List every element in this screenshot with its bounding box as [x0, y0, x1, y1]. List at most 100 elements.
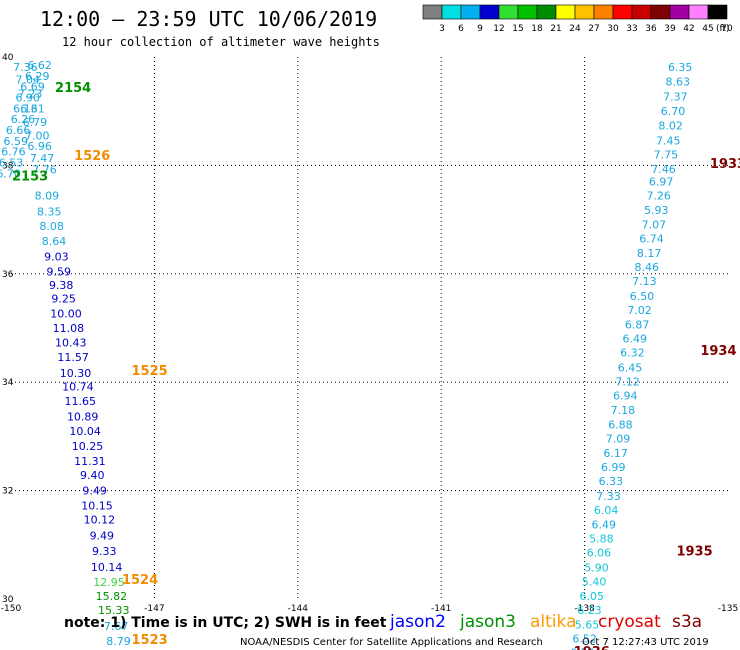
track-east-s3a: 6.35 8.637.37 6.70 8.027.457.75 7.466.97 7.26…: [570, 61, 693, 650]
wave-height-value: 6.61: [20, 102, 45, 115]
wave-height-value: 6.79: [23, 116, 48, 129]
wave-height-value: 7.07: [642, 218, 667, 231]
wave-height-value: 6.49: [591, 519, 616, 532]
legend-label: 30: [607, 24, 619, 34]
wave-height-value: 11.57: [57, 351, 89, 364]
wave-height-tracks: 6.626.296.696.906.136.266.666.596.766.53…: [0, 59, 692, 650]
wave-height-value: 6.99: [601, 461, 626, 474]
wave-height-value: 5.93: [644, 204, 669, 217]
wave-height-value: 6.66: [6, 124, 31, 137]
lat-tick-label: 40: [2, 53, 14, 63]
wave-height-value: 10.14: [91, 561, 123, 574]
wave-height-value: 9.33: [92, 545, 117, 558]
pass-time-label: 1525: [132, 364, 168, 379]
wave-height-value: 10.30: [60, 367, 92, 380]
wave-height-value: 6.76: [1, 146, 26, 159]
wave-height-value: 6.33: [599, 475, 624, 488]
color-legend: 3 6 9 12 15 18 21 24 27 30 33 36 39 42 45 70(ft): [422, 4, 733, 34]
wave-height-value: 6.26: [11, 113, 36, 126]
wave-height-value: 8.46: [634, 261, 659, 274]
wave-height-value: 6.96: [27, 140, 52, 153]
wave-height-value: 9.38: [49, 279, 74, 292]
wave-height-value: 7.47: [30, 152, 55, 165]
wave-height-value: 6.52: [572, 632, 597, 645]
wave-height-value: 8.08: [39, 220, 64, 233]
satellite-name-altika: altika: [530, 612, 577, 632]
page-title: 12:00 – 23:59 UTC 10/06/2019: [40, 7, 377, 31]
legend-swatch: [517, 4, 538, 20]
legend-label: 42: [683, 24, 694, 34]
lat-tick-label: 36: [2, 270, 14, 280]
wave-height-value: 7.09: [606, 432, 631, 445]
satellite-name-jason3: jason3: [459, 612, 516, 632]
wave-height-value: 10.74: [62, 380, 94, 393]
wave-height-value: 10.15: [81, 500, 113, 513]
legend-swatch: [441, 4, 462, 20]
wave-height-value: 8.17: [637, 247, 662, 260]
legend-label: 24: [569, 24, 581, 34]
legend-swatch: [650, 4, 671, 20]
legend-label: 15: [512, 24, 523, 34]
legend-swatch: [574, 4, 595, 20]
wave-height-value: 6.35: [668, 61, 693, 74]
wave-height-value: 5.90: [584, 561, 609, 574]
wave-height-value: 6.04: [594, 504, 619, 517]
wave-height-value: 6.32: [620, 347, 645, 360]
pass-time-label: 1933: [710, 157, 740, 172]
wave-height-value: 6.70: [0, 167, 21, 180]
wave-height-value: 7.18: [611, 404, 636, 417]
legend-swatch: [707, 4, 728, 20]
legend-swatch: [460, 4, 481, 20]
wave-height-value: 6.97: [649, 175, 674, 188]
wave-height-value: 8.63: [666, 76, 691, 89]
wave-height-value: 10.12: [84, 514, 116, 527]
lat-tick-label: 32: [2, 487, 13, 497]
wave-height-value: 7.12: [615, 375, 640, 388]
wave-height-value: 9.49: [82, 484, 107, 497]
track-west-jason2: 7.367.047.236.616.797.006.967.477.76 8.09…: [13, 61, 131, 648]
wave-height-value: 7.23: [18, 88, 43, 101]
legend-swatch: [688, 4, 709, 20]
axis-tick-labels: -150 -147 -144 -141 -138 -135 40 38 36 34 32 30: [1, 53, 738, 614]
wave-height-value: 7.00: [25, 129, 50, 142]
wave-height-value: 7.75: [654, 148, 679, 161]
legend-unit: (ft): [716, 24, 730, 34]
legend-label: 45: [702, 24, 713, 34]
pass-time-label: 1936: [574, 645, 610, 650]
pass-time-label: 1526: [74, 149, 110, 164]
wave-height-value: 9.49: [90, 529, 115, 542]
wave-height-value: 6.70: [661, 105, 686, 118]
legend-swatch: [422, 4, 443, 20]
track-west-jason3: 6.626.296.696.906.136.266.666.596.766.53…: [0, 59, 52, 180]
wave-height-value: 10.43: [55, 336, 87, 349]
wave-height-value: 8.79: [106, 635, 131, 648]
wave-height-value: 6.05: [580, 590, 605, 603]
lat-lon-grid: [11, 57, 728, 599]
pass-time-label: 1524: [122, 573, 158, 588]
wave-height-value: 6.62: [27, 59, 52, 72]
wave-height-value: 6.54: [570, 646, 595, 650]
wave-height-value: 10.89: [67, 411, 99, 424]
pass-time-labels: 2154 1526 2153 1525 1524 1523 1933 1934 1935 1936: [12, 81, 740, 650]
wave-height-value: 15.33: [98, 604, 130, 617]
wave-height-value: 5.88: [589, 533, 614, 546]
legend-swatch: [536, 4, 557, 20]
lon-tick-label: -141: [431, 604, 451, 614]
wave-height-value: 6.88: [608, 418, 633, 431]
wave-height-value: 6.49: [623, 333, 648, 346]
wave-height-value: 10.04: [69, 425, 101, 438]
satellite-name-jason2: jason2: [389, 612, 446, 632]
lat-tick-label: 30: [2, 595, 14, 605]
wave-height-value: 9.25: [51, 293, 76, 306]
wave-height-value: 8.02: [658, 120, 683, 133]
wave-height-value: 7.46: [651, 163, 676, 176]
page-subtitle: 12 hour collection of altimeter wave hei…: [62, 35, 380, 49]
wave-height-value: 9.40: [80, 469, 105, 482]
legend-label: 6: [458, 24, 464, 34]
legend-label: 27: [588, 24, 599, 34]
wave-height-value: 9.59: [47, 265, 72, 278]
wave-height-value: 6.53: [0, 156, 23, 169]
wave-height-value: 7.36: [13, 61, 38, 74]
wave-height-value: 10.00: [50, 308, 82, 321]
